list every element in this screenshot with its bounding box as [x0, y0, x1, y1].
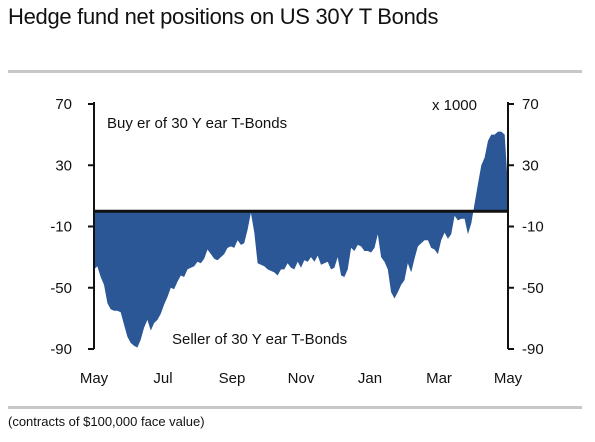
x-tick-label: Jul: [153, 370, 172, 387]
x-tick-label: Nov: [288, 370, 315, 387]
annotation-seller: Seller of 30 Y ear T-Bonds: [172, 331, 347, 348]
x-tick-label: Sep: [219, 370, 246, 387]
y-tick-label-left: 70: [55, 96, 72, 113]
annotation-buyer: Buy er of 30 Y ear T-Bonds: [107, 115, 287, 132]
x-tick-label: May: [494, 370, 523, 387]
footnote: (contracts of $100,000 face value): [8, 414, 205, 429]
y-tick-label-left: -90: [50, 341, 72, 358]
y-tick-label-left: -10: [50, 219, 72, 236]
chart-title: Hedge fund net positions on US 30Y T Bon…: [8, 4, 439, 29]
x-tick-label: Mar: [426, 370, 452, 387]
y-tick-label-right: 30: [522, 157, 539, 174]
bottom-divider: [8, 406, 582, 409]
y-tick-label-right: -50: [522, 280, 544, 297]
y-tick-label-right: 70: [522, 96, 539, 113]
top-divider: [8, 70, 582, 73]
x-tick-label: Jan: [358, 370, 382, 387]
y-tick-label-left: 30: [55, 157, 72, 174]
y-tick-label-left: -50: [50, 280, 72, 297]
x-tick-label: May: [80, 370, 109, 387]
series-area: [94, 131, 508, 348]
y-tick-label-right: -90: [522, 341, 544, 358]
unit-label: x 1000: [432, 97, 477, 114]
y-tick-label-right: -10: [522, 219, 544, 236]
